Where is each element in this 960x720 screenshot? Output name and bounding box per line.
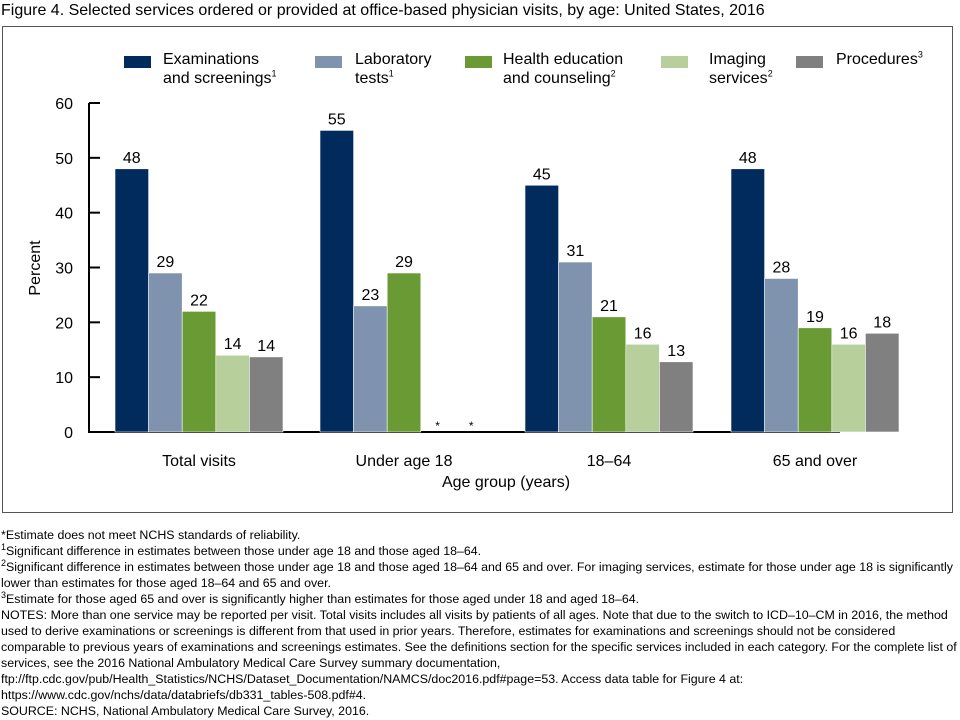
y-axis-label: Percent	[27, 240, 44, 296]
data-label: 48	[123, 150, 141, 167]
bar	[558, 261, 593, 433]
bar	[591, 316, 627, 433]
data-label: 16	[840, 325, 858, 342]
note-asterisk: *Estimate does not meet NCHS standards o…	[1, 528, 301, 542]
footnote-marker: 2	[610, 68, 616, 79]
bar-chart: 0 10 20 30 40 50 60 Total visits Under age 18 18–…	[27, 96, 900, 491]
source-text: SOURCE: NCHS, National Ambulatory Medica…	[1, 704, 370, 718]
bar	[730, 168, 765, 433]
legend-label: Laboratory	[355, 51, 432, 68]
bars	[114, 130, 900, 433]
legend-item: Health education and counseling2	[503, 50, 623, 88]
legend-label: Imaging	[709, 51, 766, 68]
legend-item: Laboratory tests1	[355, 50, 432, 88]
x-axis-label: Age group (years)	[442, 474, 570, 491]
legend-label: services2	[709, 68, 773, 87]
legend-label: and counseling2	[503, 68, 616, 87]
chart-frame	[2, 26, 953, 513]
y-tick-label: 40	[55, 206, 73, 223]
footnote-marker: 2	[1, 557, 7, 568]
y-tick-label: 0	[64, 425, 73, 442]
legend-label: Health education	[503, 51, 624, 68]
legend-item: Procedures3	[836, 50, 923, 69]
footnote-marker: 1	[1, 541, 7, 552]
bar	[148, 272, 183, 433]
data-label: 16	[634, 325, 652, 342]
legend-label: and screenings1	[163, 68, 277, 87]
footnote-marker: 1	[271, 68, 277, 79]
axes: 0 10 20 30 40 50 60 Total visits Under age 18 18–…	[55, 96, 858, 470]
data-label: 29	[157, 254, 175, 271]
data-label: 14	[257, 338, 275, 355]
x-tick-label: 65 and over	[773, 453, 858, 470]
y-tick-label: 60	[55, 96, 73, 113]
y-tick-label: 30	[55, 261, 73, 278]
unreliable-marker: *	[435, 419, 440, 433]
legend-swatch	[124, 56, 151, 68]
data-label: 21	[600, 298, 618, 315]
x-tick-label: Total visits	[162, 453, 236, 470]
bar	[797, 327, 833, 433]
data-label: 14	[224, 336, 242, 353]
legend-label: tests1	[355, 68, 394, 87]
data-label: 18	[873, 314, 891, 331]
data-labels: 48 55 45 48 29 23 31 28 22 29 21 19 14 * 16 16 14 * 13 18	[123, 111, 891, 433]
data-label: 19	[806, 309, 824, 326]
legend-swatch	[661, 56, 688, 68]
y-tick-label: 10	[55, 370, 73, 387]
data-label: 55	[328, 111, 346, 128]
legend-item: Examinations and screenings1	[163, 50, 277, 88]
legend-swatch	[315, 56, 342, 68]
legend-swatch	[465, 56, 492, 68]
data-label: 28	[773, 259, 791, 276]
unreliable-marker: *	[469, 419, 474, 433]
bar	[386, 272, 422, 433]
note-footnote-1: 1Significant difference in estimates bet…	[1, 541, 959, 559]
note-footnote-2: 2Significant difference in estimates bet…	[1, 557, 959, 591]
legend-label: Procedures3	[836, 49, 923, 68]
bar	[114, 168, 149, 433]
data-label: 23	[362, 287, 380, 304]
bar	[831, 343, 866, 433]
bar	[319, 130, 354, 433]
footnote-marker: 3	[1, 589, 7, 600]
bar	[524, 184, 559, 433]
footnote-marker: 2	[767, 68, 773, 79]
data-label: 45	[533, 166, 551, 183]
footnote-marker: 1	[388, 68, 394, 79]
footnote-text: Significant difference in estimates betw…	[6, 544, 482, 558]
legend-label: Examinations	[163, 51, 260, 68]
footnotes: *Estimate does not meet NCHS standards o…	[1, 527, 959, 719]
data-label: 22	[190, 292, 208, 309]
x-tick-label: 18–64	[587, 453, 632, 470]
footnote-marker: 3	[917, 49, 923, 60]
footnote-text: Significant difference in estimates betw…	[1, 560, 953, 590]
legend-swatch	[796, 56, 823, 68]
bar	[865, 332, 900, 433]
legend-item: Imaging services2	[709, 50, 773, 88]
y-tick-label: 20	[55, 315, 73, 332]
data-label: 48	[739, 150, 757, 167]
bar	[215, 354, 250, 433]
data-label: 31	[567, 243, 585, 260]
data-label: 29	[395, 254, 413, 271]
bar	[659, 361, 694, 433]
figure-title: Figure 4. Selected services ordered or p…	[1, 2, 765, 19]
bar	[625, 343, 660, 433]
bar	[353, 305, 388, 433]
bar	[181, 311, 217, 433]
x-tick-label: Under age 18	[356, 453, 453, 470]
bar	[249, 356, 284, 433]
notes-text: NOTES: More than one service may be repo…	[1, 608, 957, 702]
note-footnote-3: 3Estimate for those aged 65 and over is …	[1, 589, 959, 607]
y-tick-label: 50	[55, 151, 73, 168]
footnote-text: Estimate for those aged 65 and over is s…	[6, 592, 640, 606]
data-label: 13	[667, 343, 685, 360]
bar	[764, 278, 799, 433]
